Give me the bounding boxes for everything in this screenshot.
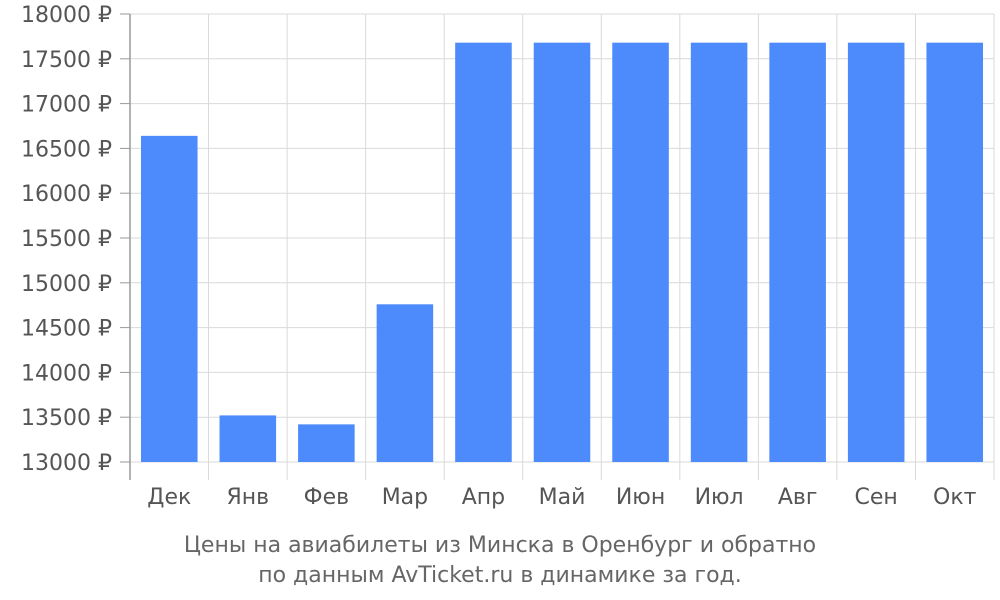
x-tick-label: Окт: [933, 485, 977, 510]
x-tick-label: Авг: [778, 485, 818, 510]
bar-2: [219, 415, 277, 462]
x-tick-label: Июл: [695, 485, 744, 510]
bar-1: [140, 135, 198, 462]
x-tick-label: Янв: [226, 485, 269, 510]
y-tick-label: 14500 ₽: [21, 317, 112, 342]
y-tick-label: 18000 ₽: [21, 3, 112, 28]
bar-4: [376, 304, 434, 462]
y-tick-label: 16500 ₽: [21, 137, 112, 162]
x-tick-label: Май: [539, 485, 586, 510]
bar-10: [847, 42, 905, 463]
bar-11: [926, 42, 984, 463]
x-tick-label: Апр: [462, 485, 505, 510]
y-tick-label: 17500 ₽: [21, 48, 112, 73]
x-tick-label: Фев: [304, 485, 349, 510]
bars: [140, 42, 984, 463]
bar-8: [690, 42, 748, 463]
chart-caption-line-1: Цены на авиабилеты из Минска в Оренбург …: [183, 533, 817, 558]
axes: [120, 13, 995, 480]
bar-7: [612, 42, 669, 463]
bar-3: [298, 424, 355, 462]
bar-5: [455, 42, 512, 463]
y-tick-label: 17000 ₽: [21, 93, 112, 118]
x-tick-label: Дек: [147, 485, 191, 510]
x-tick-label: Сен: [855, 485, 898, 510]
bar-6: [533, 42, 591, 463]
y-tick-label: 13500 ₽: [21, 406, 112, 431]
bar-9: [769, 42, 826, 463]
y-tick-label: 16000 ₽: [21, 182, 112, 207]
y-tick-label: 14000 ₽: [21, 361, 112, 386]
x-tick-label: Мар: [382, 485, 428, 510]
y-tick-label: 15500 ₽: [21, 227, 112, 252]
y-tick-label: 15000 ₽: [21, 272, 112, 297]
tick-labels: 13000 ₽ 13500 ₽ 14000 ₽ 14500 ₽ 15000 ₽ 15500…: [21, 3, 977, 510]
x-tick-label: Июн: [616, 485, 665, 510]
y-tick-label: 13000 ₽: [21, 451, 112, 476]
chart-caption-line-2: по данным AvTicket.ru в динамике за год.: [258, 563, 742, 588]
